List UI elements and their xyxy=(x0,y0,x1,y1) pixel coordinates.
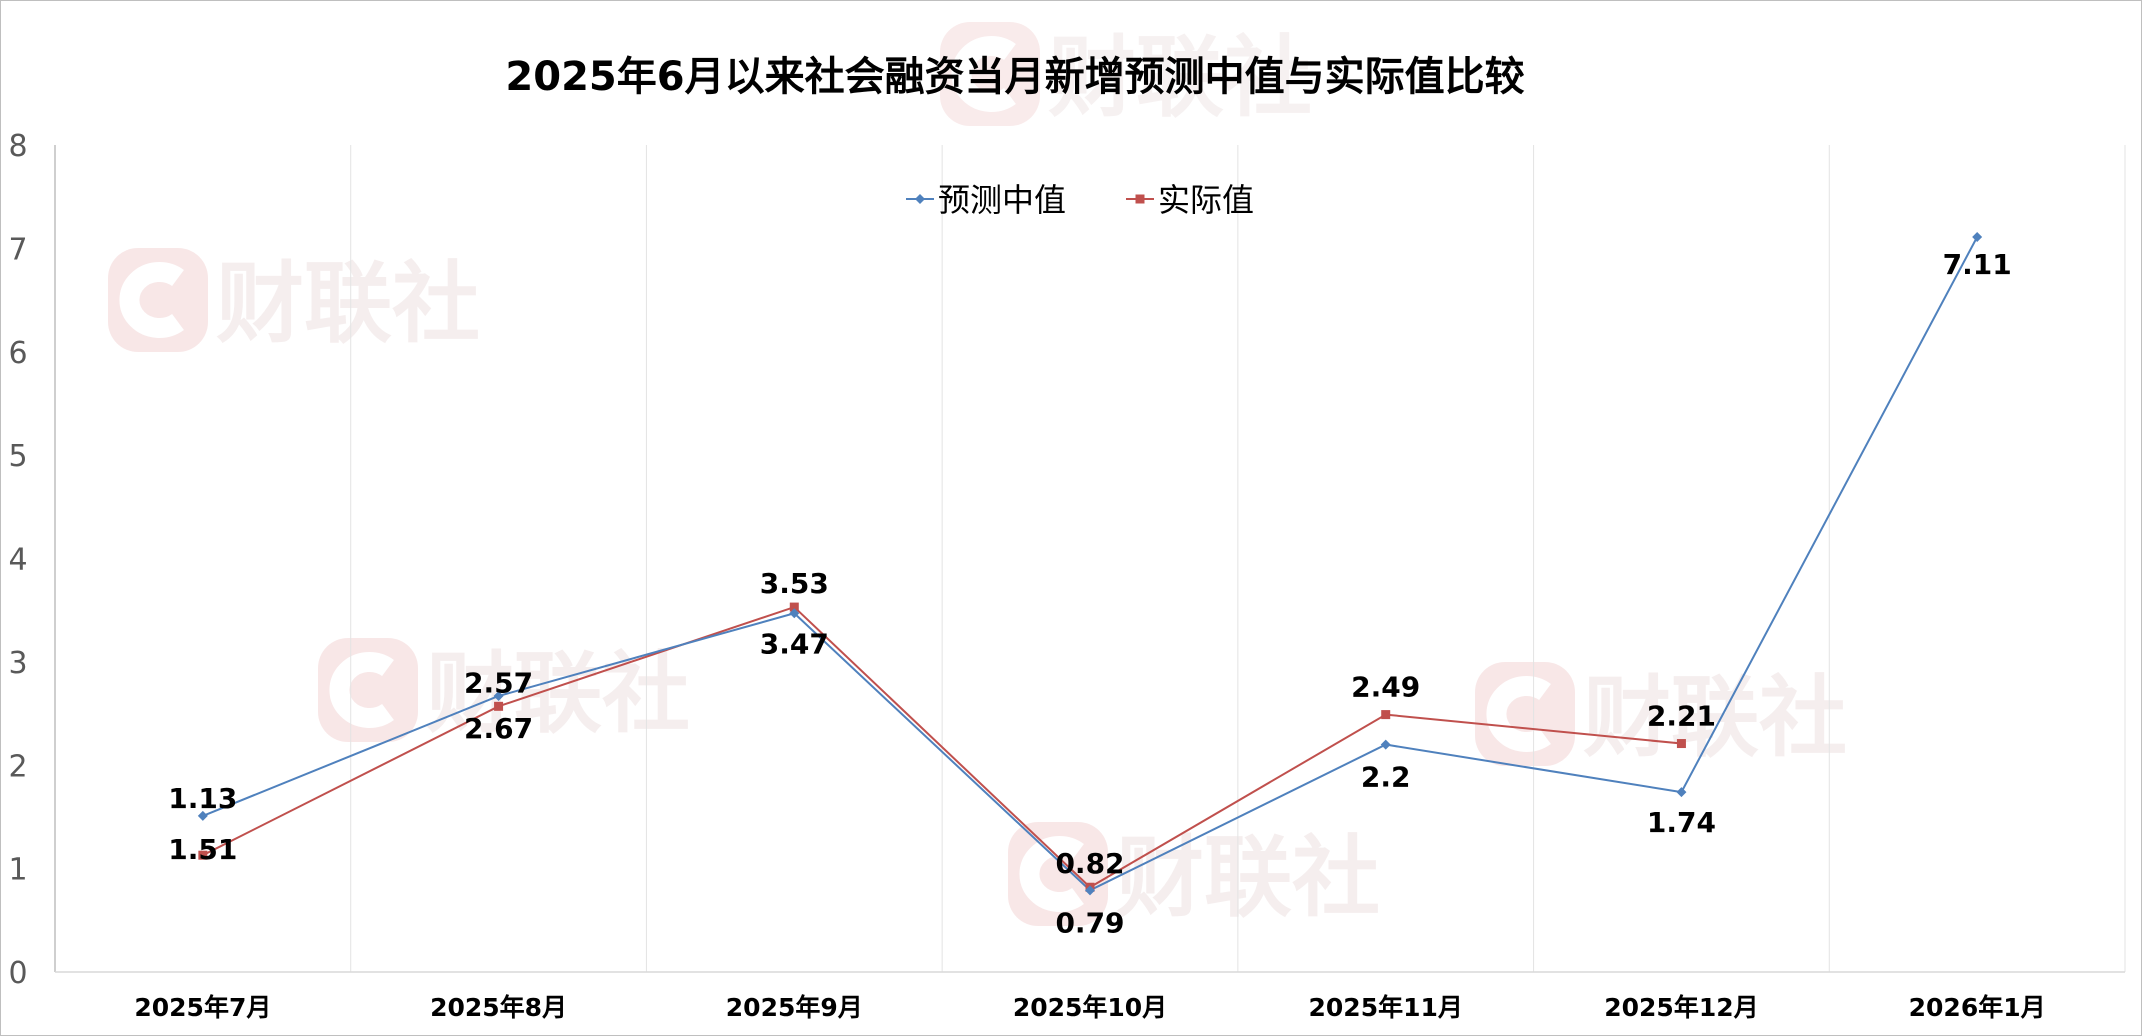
y-tick-label: 5 xyxy=(8,439,27,474)
x-tick-label: 2026年1月 xyxy=(1909,993,2046,1022)
series-line xyxy=(202,605,1682,889)
data-point-marker xyxy=(493,690,504,701)
watermark-c-icon xyxy=(329,652,394,728)
x-axis: 2025年7月 2025年8月 2025年9月 2025年10月 2025年11月 202… xyxy=(134,993,2045,1022)
watermark-c-icon xyxy=(119,262,184,338)
data-point-marker xyxy=(1381,710,1391,720)
legend-marker xyxy=(1135,194,1145,204)
legend: 预测中值 实际值 xyxy=(906,181,1254,219)
data-point-marker xyxy=(494,701,504,711)
data-label: 1.13 xyxy=(168,782,237,815)
watermark-logo: 财联社 xyxy=(1008,822,1380,929)
series-markers xyxy=(197,232,1983,896)
y-tick-label: 3 xyxy=(8,646,27,681)
data-point-marker xyxy=(197,810,208,821)
watermark-logo: 财联社 xyxy=(1475,662,1847,769)
watermark-c-icon xyxy=(1019,836,1084,912)
legend-marker xyxy=(915,194,925,204)
watermark-text: 财联社 xyxy=(1583,666,1847,769)
y-tick-label: 2 xyxy=(8,749,27,784)
x-tick-label: 2025年9月 xyxy=(726,993,863,1022)
data-point-marker xyxy=(789,602,799,612)
data-label: 0.79 xyxy=(1055,906,1124,939)
data-label: 0.82 xyxy=(1055,847,1124,880)
data-point-marker xyxy=(198,850,208,860)
data-point-marker xyxy=(1676,787,1687,798)
y-tick-label: 0 xyxy=(8,956,27,991)
watermark-c-icon xyxy=(951,36,1016,112)
x-tick-label: 2025年10月 xyxy=(1013,993,1167,1022)
y-tick-label: 7 xyxy=(8,232,27,267)
x-tick-label: 2025年7月 xyxy=(134,993,271,1022)
data-label: 2.49 xyxy=(1351,671,1420,704)
watermark-logo: 财联社 xyxy=(108,248,480,355)
x-tick-label: 2025年8月 xyxy=(430,993,567,1022)
data-label: 3.47 xyxy=(760,627,829,660)
legend-label: 实际值 xyxy=(1158,181,1254,219)
data-label: 3.53 xyxy=(760,567,829,600)
x-tick-label: 2025年11月 xyxy=(1309,993,1463,1022)
y-tick-label: 1 xyxy=(8,853,27,888)
x-tick-label: 2025年12月 xyxy=(1604,993,1758,1022)
watermark-text: 财联社 xyxy=(1048,26,1312,129)
watermark-text: 财联社 xyxy=(1116,826,1380,929)
legend-item: 预测中值 xyxy=(906,181,1066,219)
data-labels: 1.13 2.67 3.47 0.79 2.2 1.74 7.11 1.51 2.57 3.53 0… xyxy=(168,248,2011,939)
data-label: 2.67 xyxy=(464,712,533,745)
watermark-c-icon xyxy=(1486,676,1551,752)
watermark-text: 财联社 xyxy=(216,252,480,355)
y-tick-label: 4 xyxy=(8,543,27,578)
gridlines xyxy=(54,145,2126,973)
y-axis: 0 1 2 3 4 5 6 7 8 xyxy=(8,129,27,991)
data-point-marker xyxy=(1380,739,1391,750)
chart-title: 2025年6月以来社会融资当月新增预测中值与实际值比较 xyxy=(505,54,1524,100)
data-label: 2.21 xyxy=(1647,700,1716,733)
legend-label: 预测中值 xyxy=(938,181,1066,219)
data-label: 2.2 xyxy=(1361,761,1411,794)
data-point-marker xyxy=(789,608,800,619)
data-label: 1.74 xyxy=(1647,806,1716,839)
watermark-logo: 财联社 xyxy=(940,22,1312,129)
y-tick-label: 8 xyxy=(8,129,27,164)
data-label: 7.11 xyxy=(1943,248,2012,281)
data-point-marker xyxy=(1972,232,1983,243)
legend-item: 实际值 xyxy=(1126,181,1254,219)
data-point-marker xyxy=(1085,885,1095,896)
data-label: 2.57 xyxy=(464,666,533,699)
data-label: 1.51 xyxy=(168,833,237,866)
data-point-marker xyxy=(1676,739,1686,749)
y-tick-label: 6 xyxy=(8,336,27,371)
